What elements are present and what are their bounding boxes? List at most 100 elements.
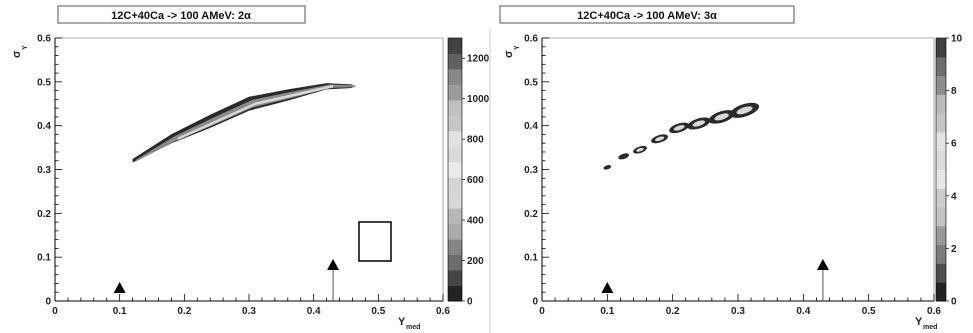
x-tick-label: 0.3 [242,306,256,317]
y-tick-label: 0.6 [524,34,538,45]
y-tick-label: 0.5 [524,77,538,88]
colorbar-frame [935,37,947,302]
x-tick-label: 0 [52,306,58,317]
x-tick-label: 0.2 [666,306,680,317]
y-axis-label-sub: Y [22,45,29,50]
colorbar-segment [936,188,946,208]
colorbar-segment [448,177,462,194]
colorbar-tick-label: 8 [951,86,957,97]
y-tick-label: 0.1 [524,253,538,264]
density-cluster-core [714,113,729,121]
colorbar-frame [447,37,463,302]
colorbar-segment [936,56,946,77]
colorbar-segment [448,38,462,54]
colorbar: 0 2 4 6 8 10 [935,34,963,308]
colorbar-segment [936,94,946,114]
triangle-marker [601,282,614,293]
colorbar-segment [936,263,946,283]
colorbar-segment [936,207,946,227]
colorbar-segment [936,169,946,189]
chart-title: 12C+40Ca -> 100 AMeV: 3α [577,10,717,22]
colorbar-tick-label: 0 [951,297,957,308]
y-tick-label: 0 [45,297,51,308]
colorbar-segment [448,254,462,271]
x-tick-label: 0.3 [731,306,745,317]
y-tick-label: 0.6 [37,34,51,45]
x-tick-label: 0.6 [927,306,941,317]
colorbar-segment [936,75,946,95]
triangle-marker [816,259,829,270]
colorbar-tick-label: 0 [467,297,473,308]
colorbar-segment [936,244,946,264]
y-axis-label: σ [11,50,23,58]
x-tick-label: 0.1 [113,306,127,317]
colorbar-segment [936,225,946,246]
x-tick-label: 0.1 [600,306,614,317]
colorbar-segment [448,161,462,178]
annotation-box [358,221,392,262]
colorbar-segment [448,223,462,240]
colorbar: 0 200 400 600 800 1000 1200 [447,37,490,308]
y-tick-label: 0 [532,297,538,308]
colorbar-segment [448,146,462,163]
y-tick-label: 0.5 [37,77,51,88]
colorbar-segment [448,208,462,225]
x-tick-label: 0.5 [371,306,385,317]
chart-title: 12C+40Ca -> 100 AMeV: 2α [111,10,251,22]
x-axis-label-sub: med [923,324,937,331]
colorbar-segment [448,68,462,85]
density-cluster [603,165,612,170]
colorbar-tick-label: 4 [951,191,957,202]
colorbar-segment [448,239,462,256]
colorbar-segment [448,84,462,101]
y-tick-label: 0.4 [524,121,538,132]
plot-panel-2alpha: 12C+40Ca -> 100 AMeV: 2α σ Y Y med 0 200 4… [11,5,490,331]
density-band-core [177,84,334,141]
y-tick-label: 0.3 [37,165,51,176]
colorbar-tick-label: 6 [951,139,957,150]
triangle-marker [113,282,126,293]
y-tick-label: 0.4 [37,121,51,132]
plot-panel-3alpha: 12C+40Ca -> 100 AMeV: 3α σ Y Y med 0 2 4 6 8… [499,5,963,331]
y-tick-label: 0.1 [37,253,51,264]
y-axis-label: σ [503,50,515,58]
y-tick-label: 0.3 [524,165,538,176]
x-tick-label: 0.2 [177,306,191,317]
colorbar-tick-label: 2 [951,244,957,255]
colorbar-segment [448,53,462,70]
colorbar-tick-label: 1200 [467,54,490,65]
density-band-mid [135,84,356,162]
colorbar-segment [448,270,462,287]
colorbar-segment [448,99,462,116]
y-axis-label-sub: Y [514,45,521,50]
title-box [57,5,306,24]
density-cluster-core [673,125,685,131]
x-tick-label: 0.6 [436,306,450,317]
colorbar-tick-label: 600 [467,175,484,186]
colorbar-segment [448,130,462,147]
colorbar-tick-label: 200 [467,256,484,267]
colorbar-segment [936,282,946,302]
colorbar-segment [936,38,946,58]
x-tick-label: 0.5 [862,306,876,317]
y-tick-label: 0.2 [37,209,51,220]
density-cluster [618,153,630,160]
colorbar-tick-label: 1000 [467,94,490,105]
y-tick-label: 0.2 [524,209,538,220]
colorbar-segment [936,113,946,133]
colorbar-tick-label: 10 [951,34,963,45]
triangle-marker [327,259,340,270]
colorbar-segment [448,115,462,132]
colorbar-segment [936,150,946,170]
density-cluster-core [736,106,753,115]
colorbar-tick-label: 800 [467,135,484,146]
x-axis-label: Y [915,316,923,328]
x-tick-label: 0.4 [796,306,810,317]
title-box [499,5,795,24]
plot-frame [541,37,935,302]
density-cluster-core [654,136,665,142]
colorbar-segment [448,285,462,302]
x-tick-label: 0.4 [307,306,321,317]
density-cluster-core [692,120,706,127]
